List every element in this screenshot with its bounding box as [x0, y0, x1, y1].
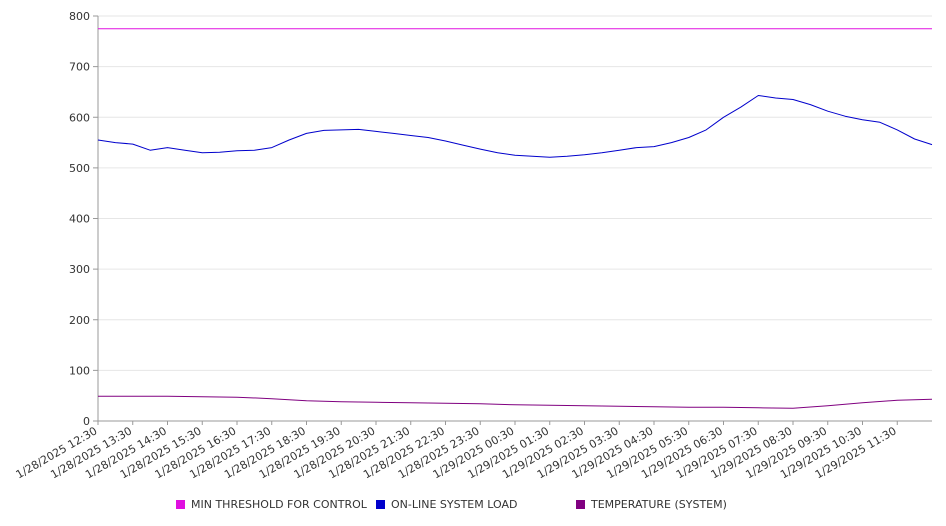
legend-swatch — [576, 500, 585, 509]
legend-label: MIN THRESHOLD FOR CONTROL — [191, 498, 367, 511]
y-tick-label: 800 — [69, 10, 90, 23]
y-tick-label: 400 — [69, 213, 90, 226]
y-tick-label: 300 — [69, 263, 90, 276]
legend-label: ON-LINE SYSTEM LOAD — [391, 498, 518, 511]
legend-item-system-load[interactable]: ON-LINE SYSTEM LOAD — [376, 498, 517, 511]
x-axis-ticks: 1/28/2025 12:301/28/2025 13:301/28/2025 … — [14, 421, 899, 481]
y-tick-label: 700 — [69, 61, 90, 74]
y-tick-label: 0 — [83, 415, 90, 428]
legend-label: TEMPERATURE (SYSTEM) — [591, 498, 727, 511]
series-line-on-line-system-load — [97, 95, 933, 158]
y-tick-label: 500 — [69, 162, 90, 175]
y-tick-label: 600 — [69, 111, 90, 124]
y-tick-label: 100 — [69, 364, 90, 377]
y-axis-ticks: 0 100 200 300 400 500 600 700 800 — [69, 10, 98, 428]
legend: MIN THRESHOLD FOR CONTROL ON-LINE SYSTEM… — [0, 498, 946, 518]
y-tick-label: 200 — [69, 314, 90, 327]
series-line-temperature-system — [98, 395, 933, 409]
legend-item-temperature[interactable]: TEMPERATURE (SYSTEM) — [576, 498, 727, 511]
legend-item-threshold[interactable]: MIN THRESHOLD FOR CONTROL — [176, 498, 367, 511]
gridlines — [98, 15, 932, 371]
legend-swatch — [176, 500, 185, 509]
legend-swatch — [376, 500, 385, 509]
series-lines — [97, 28, 933, 409]
